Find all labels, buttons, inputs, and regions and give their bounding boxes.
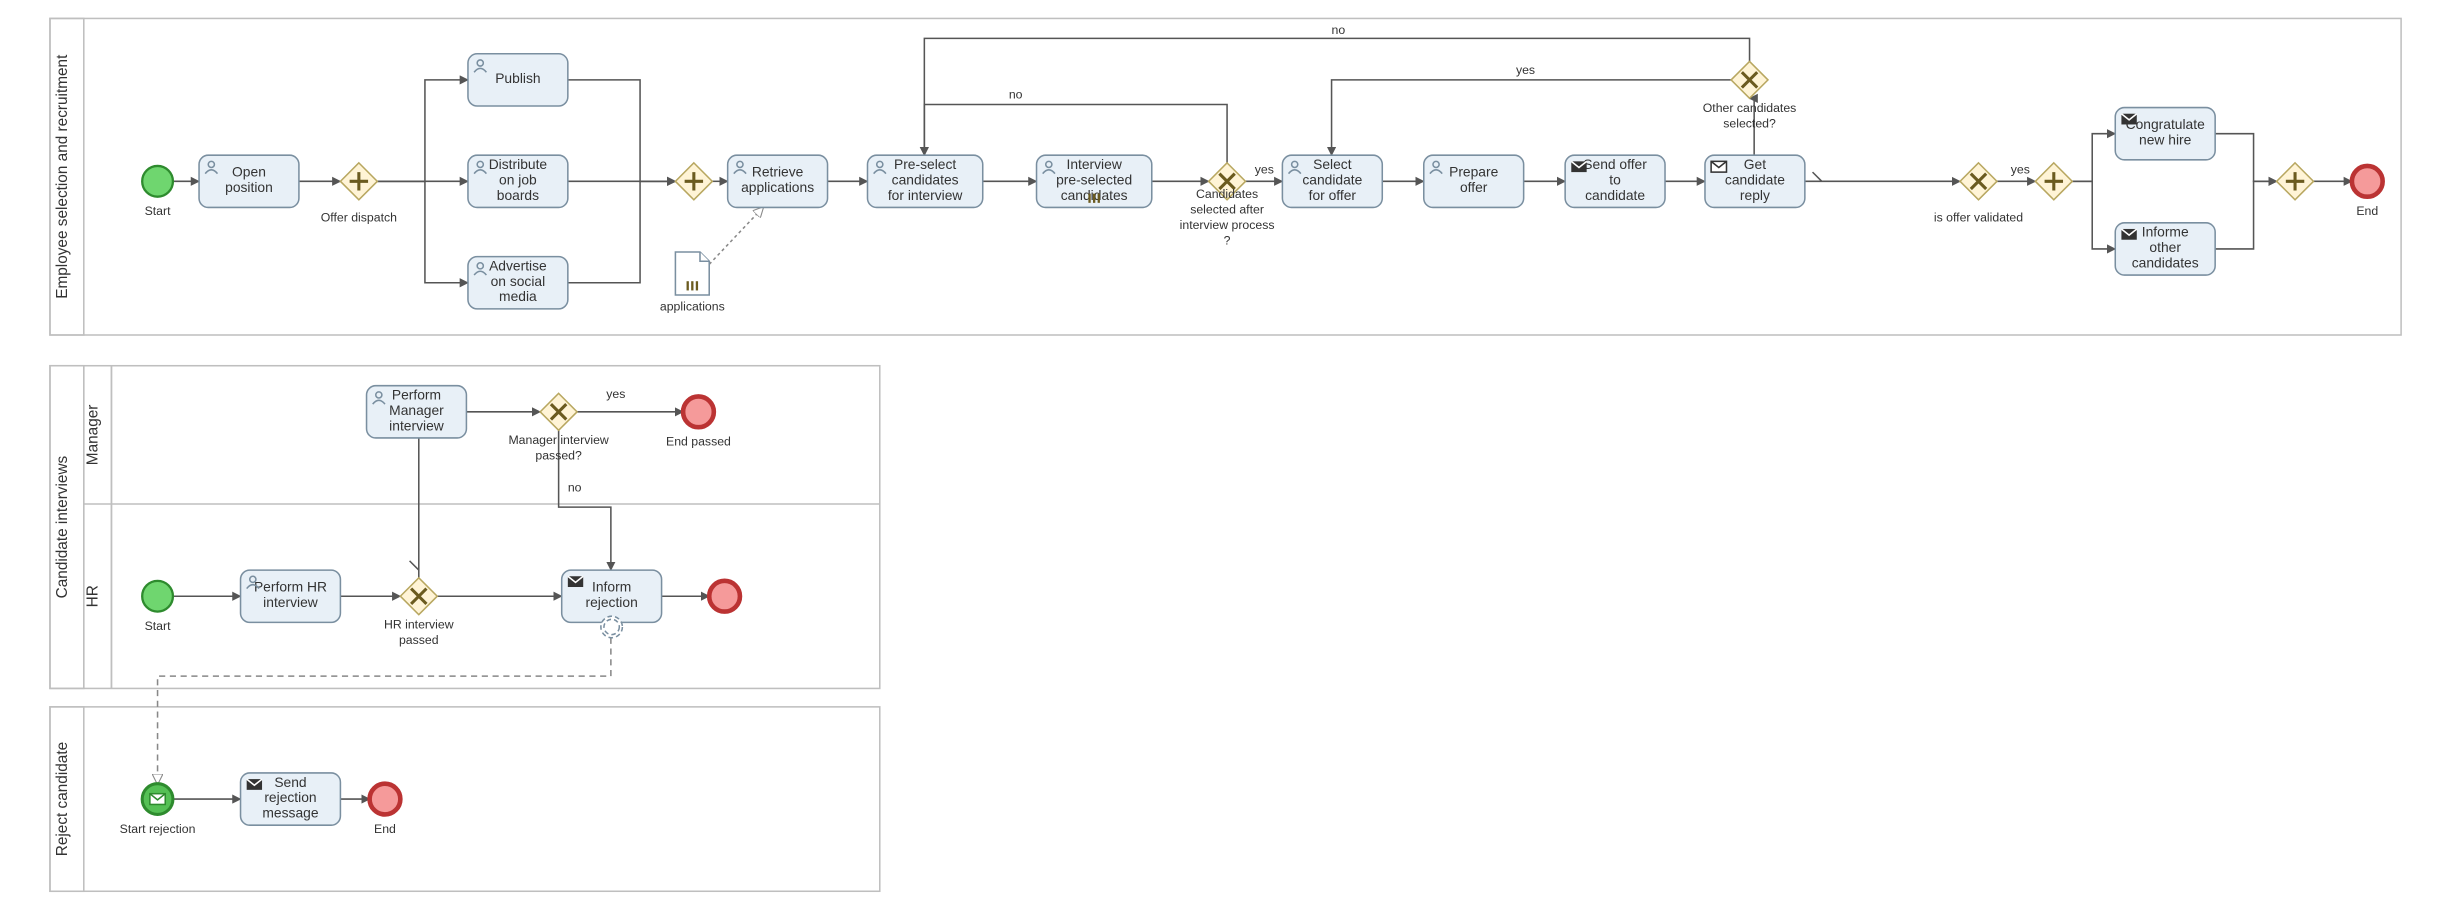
sequence-flow	[377, 181, 468, 282]
svg-text:Publish: Publish	[495, 70, 540, 86]
sequence-flow	[568, 80, 676, 181]
start-event-start3[interactable]: Start rejection	[120, 784, 196, 836]
task-get-reply[interactable]: Getcandidatereply	[1705, 155, 1805, 207]
task-preselect[interactable]: Pre-selectcandidatesfor interview	[867, 155, 982, 207]
svg-text:Offer dispatch: Offer dispatch	[321, 210, 397, 224]
flow-label: yes	[2011, 163, 2030, 177]
svg-text:Other candidatesselected?: Other candidatesselected?	[1703, 101, 1797, 130]
svg-text:Perform HRinterview: Perform HRinterview	[254, 579, 327, 610]
event-label: End passed	[666, 435, 731, 449]
gateway-gw-join1[interactable]	[675, 163, 712, 200]
start-event-start2[interactable]: Start	[142, 581, 173, 633]
sequence-flow	[377, 80, 468, 181]
flow-label: yes	[1255, 163, 1274, 177]
gateway-gw-other[interactable]	[1731, 61, 1768, 98]
event-label: Start	[145, 619, 172, 633]
task-distribute[interactable]: Distributeon jobboards	[468, 155, 568, 207]
flow-label: yes	[606, 387, 625, 401]
task-select-offer[interactable]: Selectcandidatefor offer	[1282, 155, 1382, 207]
task-send-rej[interactable]: Sendrejectionmessage	[241, 773, 341, 825]
task-publish[interactable]: Publish	[468, 54, 568, 106]
svg-text:HR interviewpassed: HR interviewpassed	[384, 617, 454, 646]
task-perf-hr[interactable]: Perform HRinterview	[241, 570, 341, 622]
event-label: End	[2356, 204, 2378, 218]
end-event-endPassed[interactable]: End passed	[666, 396, 731, 448]
sequence-flow	[2072, 181, 2115, 249]
gateway-gw-hr[interactable]	[400, 578, 437, 615]
flow-label: no	[1009, 87, 1023, 101]
sequence-flow	[2215, 134, 2276, 182]
svg-text:PerformManagerinterview: PerformManagerinterview	[389, 387, 445, 434]
gateway-gw-split2[interactable]	[2035, 163, 2072, 200]
end-event-end1[interactable]: End	[2352, 166, 2383, 218]
gateway-gw-dispatch[interactable]	[340, 163, 377, 200]
start-event-start1[interactable]: Start	[142, 166, 173, 218]
task-perf-mgr[interactable]: PerformManagerinterview	[367, 386, 467, 438]
task-congrat[interactable]: Congratulatenew hire	[2115, 108, 2215, 160]
svg-text:Openposition: Openposition	[225, 164, 273, 195]
flow-label: yes	[1516, 63, 1535, 77]
svg-text:Informrejection: Informrejection	[585, 579, 637, 610]
task-send-offer[interactable]: Send offertocandidate	[1565, 155, 1665, 207]
end-event-endHR[interactable]	[709, 581, 740, 612]
gateway-gw-offer[interactable]	[1960, 163, 1997, 200]
sequence-flow	[2215, 181, 2276, 249]
event-label: Start	[145, 204, 172, 218]
svg-text:Retrieveapplications: Retrieveapplications	[741, 164, 814, 195]
sequence-flow	[924, 38, 1749, 155]
task-retrieve[interactable]: Retrieveapplications	[728, 155, 828, 207]
task-advertise[interactable]: Advertiseon socialmedia	[468, 257, 568, 309]
pool-title: Reject candidate	[54, 742, 71, 856]
pool-title: Employee selection and recruitment	[54, 54, 71, 299]
svg-text:is offer validated: is offer validated	[1934, 210, 2023, 224]
message-flow	[158, 627, 611, 784]
lane-title: HR	[85, 585, 102, 607]
event-label: Start rejection	[120, 822, 196, 836]
sequence-flow	[924, 104, 1227, 162]
bpmn-canvas: Employee selection and recruitment Candid…	[0, 0, 2448, 922]
flow-label: no	[568, 481, 582, 495]
gateway-gw-join2[interactable]	[2277, 163, 2314, 200]
lane-title: Manager	[85, 405, 102, 466]
sequence-flow	[568, 181, 676, 282]
end-event-end3[interactable]: End	[370, 784, 401, 836]
flow-label: no	[1332, 23, 1346, 37]
svg-text:Manager interviewpassed?: Manager interviewpassed?	[508, 433, 608, 462]
task-prepare[interactable]: Prepareoffer	[1424, 155, 1524, 207]
sequence-flow	[1332, 80, 1732, 155]
gateway-gw-mgr[interactable]	[540, 393, 577, 430]
data-object-applications: applications	[660, 252, 725, 313]
task-inform-rej[interactable]: Informrejection	[562, 570, 662, 622]
data-object-label: applications	[660, 299, 725, 313]
task-inform-other[interactable]: Informeothercandidates	[2115, 223, 2215, 275]
svg-text:Pre-selectcandidatesfor interv: Pre-selectcandidatesfor interview	[888, 156, 964, 203]
task-interview[interactable]: Interviewpre-selectedcandidates	[1037, 155, 1152, 207]
svg-text:Candidatesselected afterinterv: Candidatesselected afterinterview proces…	[1180, 187, 1275, 247]
task-open-pos[interactable]: Openposition	[199, 155, 299, 207]
event-label: End	[374, 822, 396, 836]
data-association	[709, 207, 763, 264]
pool-title: Candidate interviews	[54, 455, 71, 598]
sequence-flow	[2072, 134, 2115, 182]
